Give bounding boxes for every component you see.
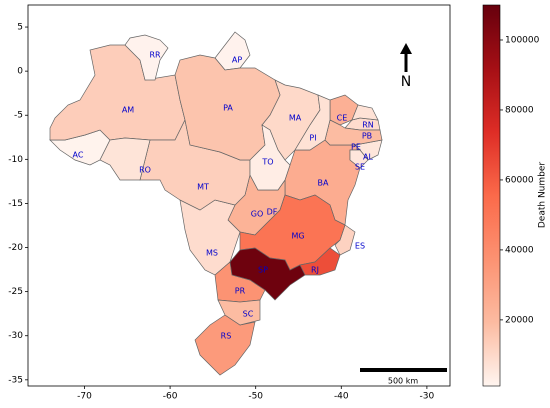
state-label: AP <box>232 56 242 65</box>
x-tick-label: -70 <box>77 392 92 402</box>
state-label: PB <box>362 132 372 141</box>
y-tick-label: 0 <box>17 67 23 77</box>
colorbar-tick-label: 100000 <box>505 35 540 45</box>
state-region <box>99 137 151 181</box>
north-label: N <box>401 74 411 90</box>
north-arrow-head <box>400 43 412 54</box>
colorbar <box>482 4 501 387</box>
state-region <box>217 299 261 326</box>
y-tick-label: -5 <box>14 111 23 121</box>
x-tick-label: -40 <box>334 392 349 402</box>
x-tick-label: -50 <box>248 392 263 402</box>
colorbar-tick-label: 60000 <box>505 175 534 185</box>
y-tick-label: 5 <box>17 23 23 33</box>
state-label: GO <box>251 210 264 219</box>
state-label: ES <box>355 242 365 251</box>
state-label: DF <box>267 208 278 217</box>
state-label: MT <box>197 183 209 192</box>
state-label: RO <box>139 166 151 175</box>
colorbar-tick-label: 20000 <box>505 315 534 325</box>
state-label: TO <box>261 158 273 167</box>
state-label: PE <box>351 143 361 152</box>
x-tick-label: -60 <box>163 392 178 402</box>
state-label: SC <box>243 310 254 319</box>
x-tick-label: -30 <box>420 392 435 402</box>
state-label: PR <box>235 287 246 296</box>
y-tick-label: -10 <box>8 155 23 165</box>
state-label: AM <box>122 106 134 115</box>
state-label: AL <box>363 153 373 162</box>
state-label: PA <box>223 104 233 113</box>
colorbar-tick-label: 40000 <box>505 245 534 255</box>
colorbar-tick-label: 80000 <box>505 105 534 115</box>
y-tick-label: -15 <box>8 199 23 209</box>
y-tick-label: -30 <box>8 331 23 341</box>
state-region <box>249 124 291 191</box>
state-region <box>174 54 281 161</box>
state-label: AC <box>73 151 84 160</box>
state-label: MS <box>206 249 218 258</box>
state-region <box>294 94 331 151</box>
state-label: RN <box>362 121 374 130</box>
state-label: RS <box>221 332 232 341</box>
state-label: SP <box>258 266 268 275</box>
y-tick-label: -35 <box>8 375 23 385</box>
state-label: RR <box>149 51 161 60</box>
state-label: CE <box>337 114 348 123</box>
state-region <box>324 119 383 146</box>
state-label: SE <box>355 163 365 172</box>
state-label: MG <box>291 232 304 241</box>
state-label: MA <box>289 114 302 123</box>
colorbar-label: Death Number <box>538 162 548 229</box>
state-label: RJ <box>311 266 319 275</box>
y-tick-label: -20 <box>8 243 23 253</box>
state-label: BA <box>318 179 329 188</box>
state-region <box>124 34 169 81</box>
state-region <box>194 314 256 376</box>
scale-bar-label: 500 km <box>388 377 418 386</box>
state-region <box>351 104 379 121</box>
state-label: PI <box>309 134 316 143</box>
y-tick-label: -25 <box>8 287 23 297</box>
state-region <box>229 247 306 301</box>
state-region <box>299 247 341 276</box>
state-region <box>349 149 369 169</box>
